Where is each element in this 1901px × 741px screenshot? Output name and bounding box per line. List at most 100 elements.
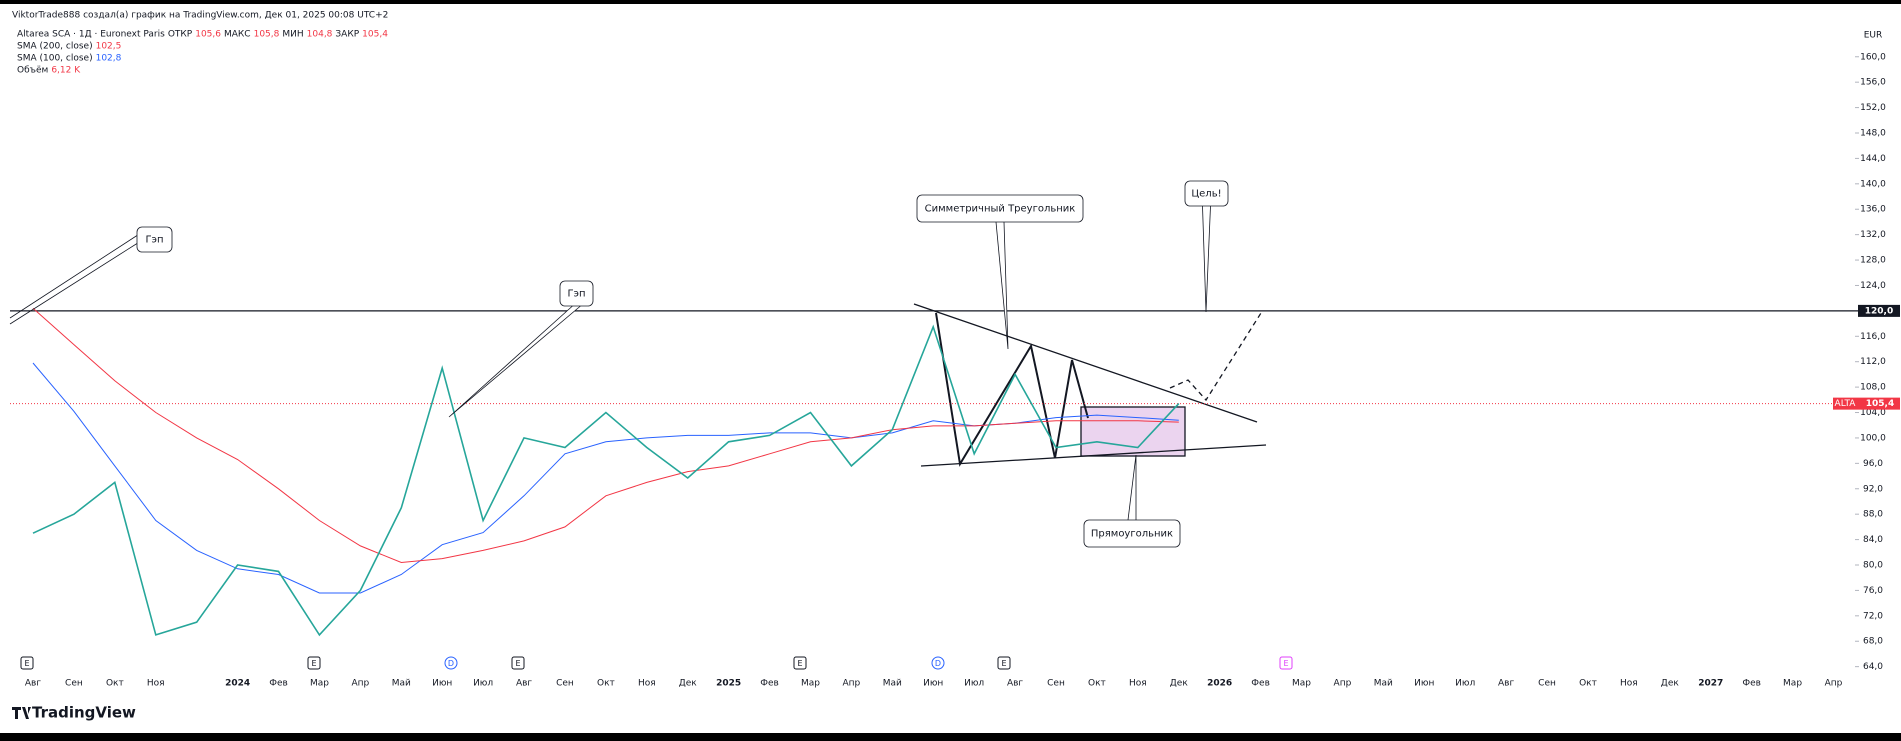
zigzag [935, 312, 1089, 467]
x-tick-label: 2027 [1698, 679, 1723, 689]
series-line [32, 307, 1179, 564]
x-tick-label: Апр [843, 679, 861, 689]
legend-indicator: SMA (200, close) [17, 42, 93, 52]
legend-ohlc-value: 105,8 [254, 30, 280, 40]
callout-pointer [1202, 205, 1211, 313]
y-tick-label: 84,0 [1863, 535, 1883, 545]
bottom-bar [0, 733, 1901, 741]
event-label: D [935, 659, 941, 668]
y-tick-label: 152,0 [1860, 103, 1886, 113]
callout-box [136, 226, 173, 253]
callout-pointer [1127, 454, 1137, 521]
level-tag [1858, 304, 1900, 317]
y-tick-label: 124,0 [1860, 281, 1886, 291]
x-tick-label: Май [1374, 679, 1393, 689]
level-tag-label: 120,0 [1865, 306, 1893, 316]
x-tick-label: 2026 [1207, 679, 1232, 689]
callout-pointer [995, 221, 1009, 350]
callout-box [559, 280, 594, 307]
y-tick-label: 156,0 [1860, 78, 1886, 88]
callout-text: Гэп [145, 235, 163, 246]
x-tick-label: Мар [310, 679, 329, 689]
legend-ohlc-value: 104,8 [307, 30, 333, 40]
y-tick-label: 64,0 [1863, 662, 1883, 672]
x-tick-label: Июл [473, 679, 493, 689]
x-tick-label: Апр [1825, 679, 1843, 689]
price-tag-symbol: ALTA [1835, 399, 1857, 409]
x-tick-label: Ноя [147, 679, 165, 689]
y-tick-label: 100,0 [1860, 433, 1886, 443]
callout-box [1184, 180, 1229, 207]
callout-pointer [448, 305, 581, 418]
legend-ohlc-value: 105,4 [362, 30, 388, 40]
x-tick-label: Июл [964, 679, 984, 689]
callout-text: Гэп [567, 289, 585, 300]
legend-ohlc-name: МАКС [224, 30, 251, 40]
event-marker [931, 656, 945, 670]
x-tick-label: Дек [679, 679, 698, 689]
callout-pointer [9, 235, 138, 325]
event-label: D [448, 659, 454, 668]
x-tick-label: Фев [269, 679, 288, 689]
x-tick-label: Июн [432, 679, 452, 689]
x-tick-label: Авг [516, 679, 532, 689]
y-tick-label: 112,0 [1860, 357, 1886, 367]
y-tick-label: 136,0 [1860, 205, 1886, 215]
x-tick-label: Сен [1047, 679, 1065, 689]
y-tick-label: 68,0 [1863, 637, 1883, 647]
legend-symbol: Altarea SCA · 1Д · Euronext Paris [17, 30, 165, 40]
callout-box [1083, 519, 1181, 548]
x-tick-label: Окт [1579, 679, 1597, 689]
x-tick-label: Мар [1292, 679, 1311, 689]
event-label: E [24, 659, 29, 668]
x-tick-label: Мар [1783, 679, 1802, 689]
x-tick-label: Ноя [638, 679, 656, 689]
callout-text: Прямоугольник [1091, 529, 1173, 540]
projection [1169, 312, 1262, 402]
x-tick-label: Июл [1455, 679, 1475, 689]
event-marker [1279, 656, 1293, 670]
event-marker [511, 656, 525, 670]
x-tick-label: Ноя [1129, 679, 1147, 689]
legend-ohlc-value: 105,6 [195, 30, 221, 40]
price-tag-label: 105,4 [1866, 399, 1894, 409]
top-bar [0, 0, 1901, 4]
callout-text: Симметричный Треугольник [925, 204, 1076, 215]
event-marker [20, 656, 34, 670]
y-tick-label: 92,0 [1863, 484, 1883, 494]
legend-indicator: Объём [17, 66, 48, 76]
x-tick-label: Дек [1170, 679, 1189, 689]
legend-indicator-value: 102,5 [96, 42, 122, 52]
event-marker [793, 656, 807, 670]
event-label: E [1001, 659, 1006, 668]
x-tick-label: Май [883, 679, 902, 689]
y-tick-label: 140,0 [1860, 179, 1886, 189]
event-label: E [515, 659, 520, 668]
legend-indicator: SMA (100, close) [17, 54, 93, 64]
x-tick-label: Фев [1742, 679, 1761, 689]
event-marker [997, 656, 1011, 670]
brand-logo [12, 707, 31, 719]
y-tick-label: 96,0 [1863, 459, 1883, 469]
x-tick-label: Сен [556, 679, 574, 689]
x-tick-label: Авг [25, 679, 41, 689]
x-tick-label: Мар [801, 679, 820, 689]
x-tick-label: 2024 [225, 679, 250, 689]
price-tag [1833, 397, 1900, 410]
x-tick-label: Ноя [1620, 679, 1638, 689]
callout-box [916, 194, 1084, 223]
series-line [32, 362, 1179, 594]
y-tick-label: 104,0 [1860, 408, 1886, 418]
y-tick-label: 72,0 [1863, 611, 1883, 621]
currency: EUR [1864, 31, 1883, 41]
x-tick-label: Авг [1498, 679, 1514, 689]
y-tick-label: 108,0 [1860, 383, 1886, 393]
x-tick-label: Сен [65, 679, 83, 689]
legend-ohlc-name: ЗАКР [335, 30, 359, 40]
x-tick-label: Июн [923, 679, 943, 689]
x-tick-label: Сен [1538, 679, 1556, 689]
y-tick-label: 160,0 [1860, 52, 1886, 62]
y-tick-label: 76,0 [1863, 586, 1883, 596]
x-tick-label: 2025 [716, 679, 741, 689]
